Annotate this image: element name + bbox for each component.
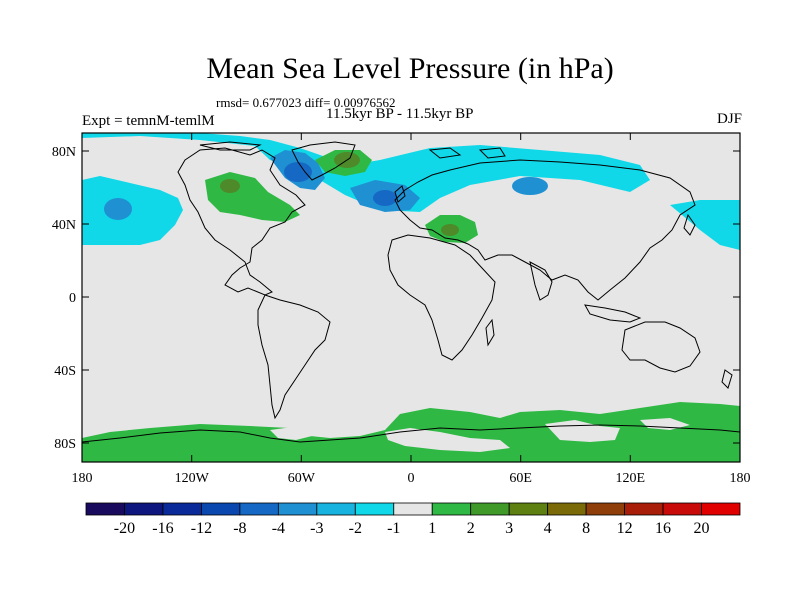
contour-negative-east-asia — [670, 200, 740, 250]
colorbar-label: 1 — [428, 520, 436, 537]
colorbar-label: -1 — [387, 520, 400, 537]
lat-tick-label: 40S — [54, 364, 76, 379]
colorbar-label: 4 — [544, 520, 552, 537]
colorbar — [85, 502, 741, 516]
colorbar-labels: -20 -16 -12 -8 -4 -3 -2 -1 1 2 3 4 8 12 16 20 — [114, 520, 710, 537]
colorbar-swatch — [470, 502, 510, 516]
coast-indonesia — [584, 304, 642, 323]
contour-neutral-gap-1 — [385, 428, 510, 452]
contour-negative-atlantic-core — [373, 190, 397, 206]
colorbar-swatch — [277, 502, 318, 516]
lon-tick-labels: 180 120W 60W 0 60E 120E 180 — [72, 471, 751, 486]
colorbar-label: -20 — [114, 520, 135, 537]
experiment-label: Expt = temnM-temlM — [82, 113, 215, 129]
lat-tick-label: 80S — [54, 437, 76, 452]
colorbar-label: 3 — [505, 520, 513, 537]
colorbar-swatch — [662, 502, 702, 516]
coast-new-zealand — [721, 369, 733, 389]
colorbar-swatch — [701, 502, 741, 516]
colorbar-label: -4 — [272, 520, 285, 537]
lon-tick-label: 120E — [616, 471, 646, 486]
season-label: DJF — [716, 111, 742, 127]
lon-tick-label: 180 — [730, 471, 751, 486]
contour-neutral-gap-3 — [270, 426, 312, 440]
coast-antarctica — [82, 424, 740, 443]
colorbar-swatch — [239, 502, 279, 516]
coast-madagascar — [485, 318, 495, 347]
colorbar-swatch — [354, 502, 395, 516]
tick-marks — [81, 133, 741, 462]
lon-tick-label: 60W — [288, 471, 316, 486]
period-label: 11.5kyr BP - 11.5kyr BP — [326, 106, 474, 122]
lon-tick-label: 0 — [408, 471, 415, 486]
coast-arctic-islands — [199, 141, 506, 159]
lon-tick-label: 120W — [175, 471, 210, 486]
coast-britain — [394, 185, 406, 203]
colorbar-swatch — [624, 502, 664, 516]
colorbar-label: 20 — [694, 520, 710, 537]
plot-title: Mean Sea Level Pressure (in hPa) — [206, 52, 614, 85]
coast-greenland — [291, 141, 356, 181]
colorbar-label: -2 — [349, 520, 362, 537]
colorbar-swatch — [316, 502, 356, 516]
contour-negative-pacific-core — [104, 198, 132, 220]
lon-tick-label: 60E — [509, 471, 532, 486]
coastlines — [82, 141, 740, 443]
lat-tick-label: 80N — [52, 145, 76, 160]
colorbar-swatch — [162, 502, 202, 516]
colorbar-swatch — [393, 502, 433, 516]
lon-tick-label: 180 — [72, 471, 93, 486]
coast-africa — [387, 234, 496, 361]
lat-tick-label: 0 — [69, 291, 76, 306]
colorbar-swatch — [585, 502, 625, 516]
colorbar-swatch — [508, 502, 549, 516]
coast-japan — [683, 213, 696, 236]
contour-negative-greenland-core — [284, 162, 312, 182]
colorbar-label: -12 — [191, 520, 212, 537]
lat-tick-label: 40N — [52, 218, 76, 233]
stats-text: rmsd= 0.677023 diff= 0.00976562 — [216, 95, 396, 110]
colorbar-swatch — [124, 502, 164, 516]
colorbar-label: 8 — [582, 520, 590, 537]
colorbar-label: -16 — [152, 520, 173, 537]
contour-positive-mediterranean-core — [441, 224, 459, 236]
contour-negative-asia-core — [512, 177, 548, 195]
colorbar-label: 12 — [617, 520, 633, 537]
coast-australia — [621, 321, 701, 373]
lat-tick-labels: 80N 40N 0 40S 80S — [52, 145, 76, 452]
colorbar-label: -8 — [233, 520, 246, 537]
coast-eurasia — [394, 159, 696, 301]
colorbar-swatch — [547, 502, 587, 516]
contour-positive-north-america-core — [220, 179, 240, 193]
coast-south-america — [257, 294, 331, 420]
coast-north-america — [177, 147, 306, 296]
colorbar-label: 2 — [467, 520, 475, 537]
contour-negative-pacific — [82, 176, 183, 245]
colorbar-label: 16 — [655, 520, 671, 537]
colorbar-swatch — [431, 502, 472, 516]
colorbar-swatch — [201, 502, 241, 516]
coast-india — [529, 261, 553, 301]
colorbar-swatch — [85, 502, 125, 516]
colorbar-label: -3 — [310, 520, 323, 537]
contour-negative-arctic — [82, 133, 650, 212]
